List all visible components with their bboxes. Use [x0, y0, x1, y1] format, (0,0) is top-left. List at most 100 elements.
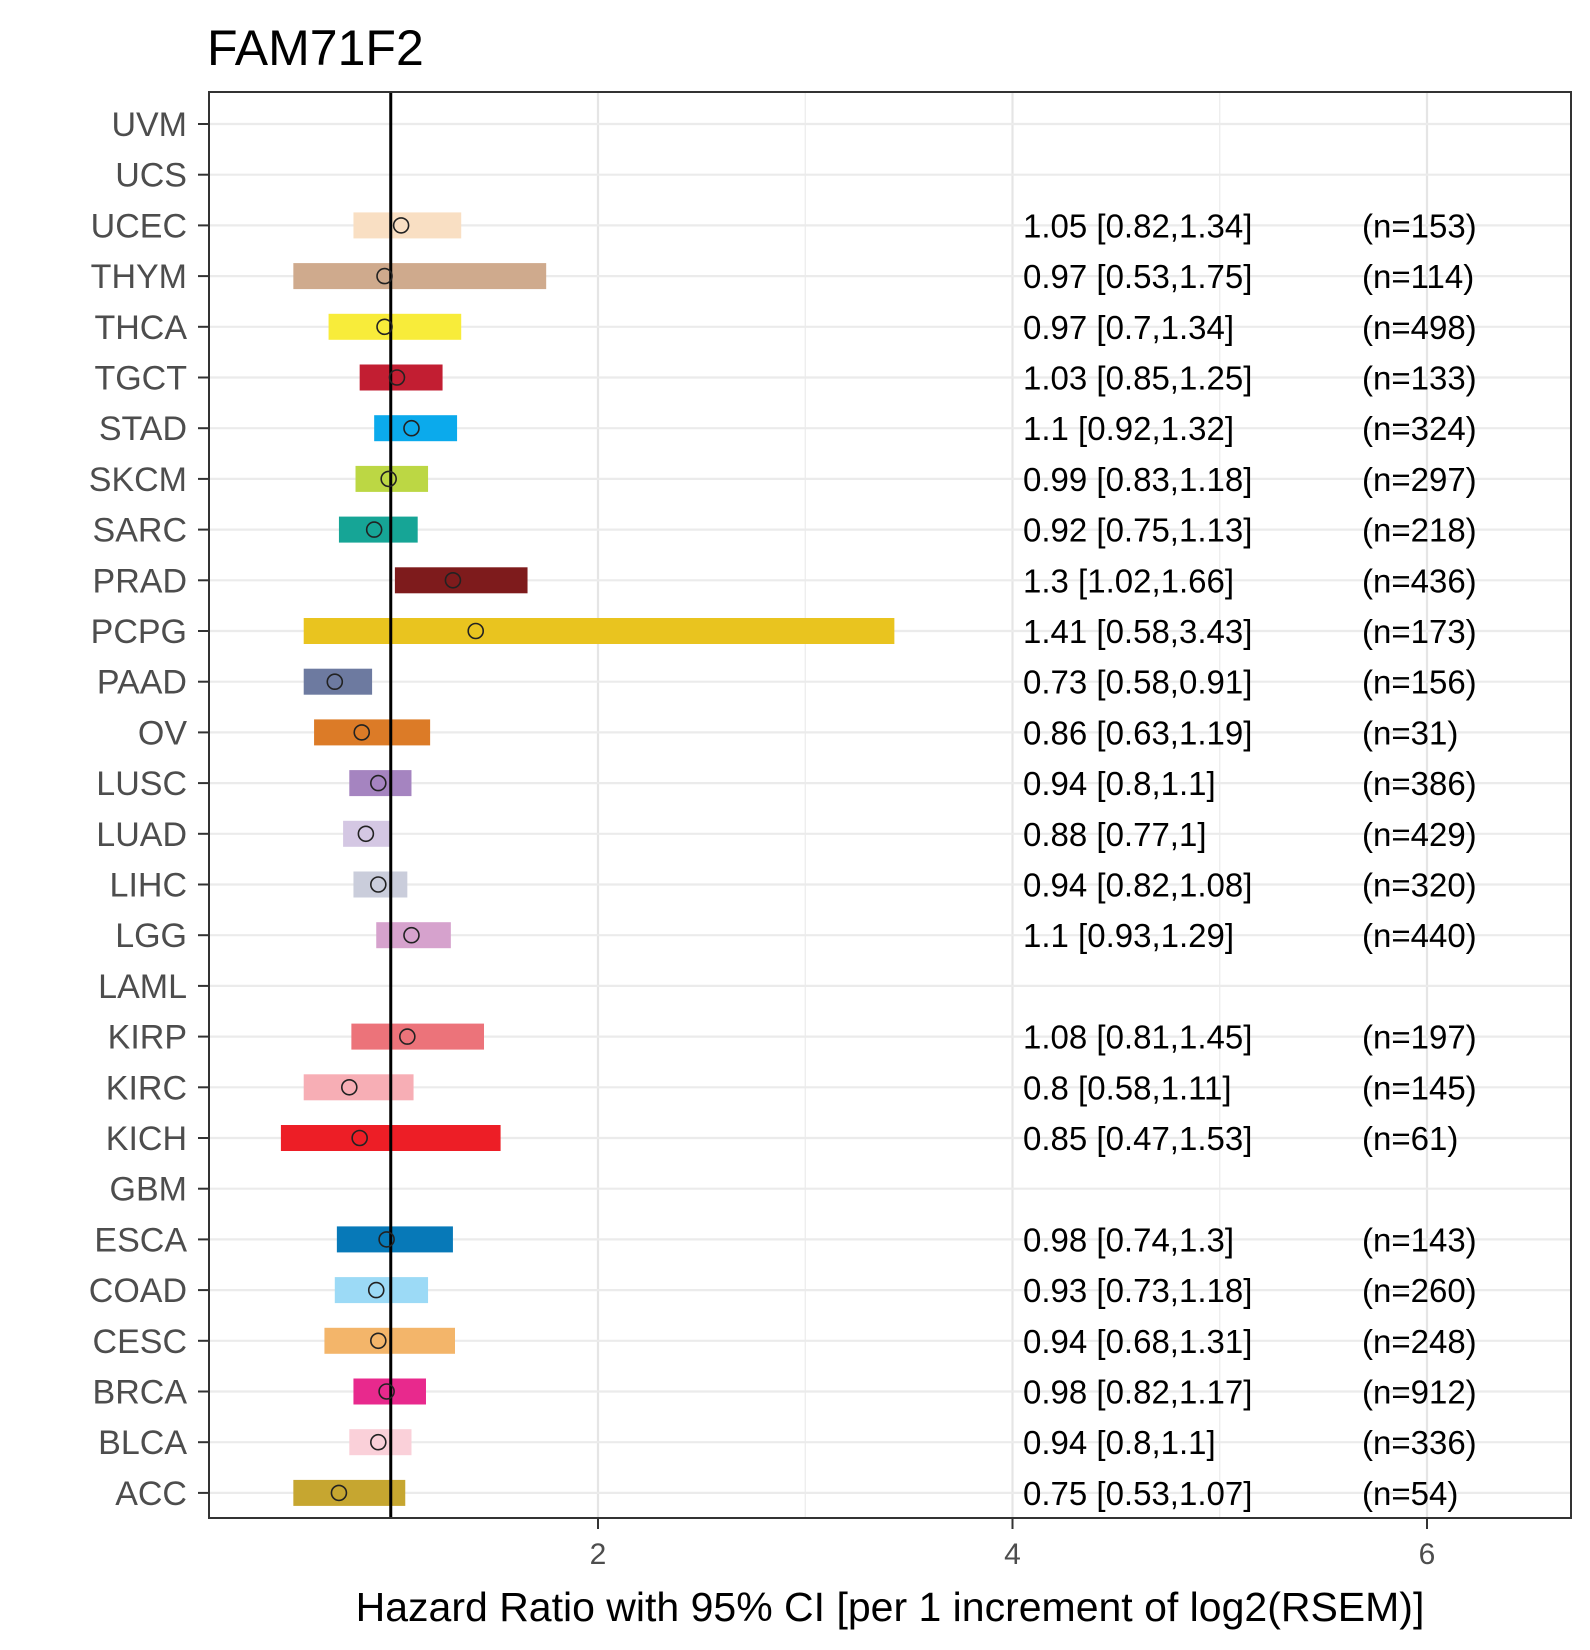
- hr-point-lgg: [403, 926, 420, 944]
- sample-size-label: (n=197): [1362, 1019, 1477, 1056]
- y-tick-label: LGG: [115, 917, 187, 955]
- y-tick-label: SKCM: [89, 461, 187, 499]
- sample-size-label: (n=436): [1362, 562, 1477, 599]
- y-tick-label: SARC: [93, 512, 187, 550]
- y-tick-label: THYM: [91, 258, 187, 296]
- y-tick-label: THCA: [94, 309, 187, 347]
- hr-point-tgct: [388, 369, 406, 386]
- hr-point-coad: [367, 1281, 385, 1299]
- sample-size-label: (n=386): [1362, 765, 1477, 802]
- hr-point-kich: [351, 1129, 368, 1147]
- hr-ci-label: 0.98 [0.74,1.3]: [1023, 1221, 1234, 1258]
- hr-ci-label: 0.85 [0.47,1.53]: [1023, 1120, 1252, 1157]
- sample-size-label: (n=31): [1362, 714, 1458, 751]
- y-tick-label: UCEC: [91, 207, 187, 245]
- sample-size-label: (n=61): [1362, 1120, 1458, 1157]
- y-axis: UVM UCS UCEC THYM THCA TGCT STAD SKCM SARC PRAD PC…: [89, 106, 209, 1513]
- hr-point-lihc: [370, 876, 387, 893]
- y-tick-label: KIRP: [108, 1019, 187, 1057]
- sample-size-label: (n=320): [1362, 867, 1477, 904]
- ci-bar-tgct: [359, 364, 443, 391]
- hr-annotations: 1.05 [0.82,1.34] (n=153) 0.97 [0.53,1.75] (…: [1023, 207, 1477, 1512]
- y-tick-label: PAAD: [97, 664, 187, 702]
- hr-point-ucec: [392, 217, 410, 234]
- hr-ci-label: 0.86 [0.63,1.19]: [1023, 714, 1252, 751]
- hr-point-pcpg: [467, 622, 485, 640]
- sample-size-label: (n=133): [1362, 360, 1477, 397]
- y-tick-label: LUAD: [96, 816, 187, 854]
- hr-point-prad: [444, 571, 462, 589]
- ci-bar-kirc: [303, 1074, 414, 1101]
- hr-ci-label: 0.8 [0.58,1.11]: [1023, 1069, 1232, 1106]
- ci-bar-pcpg: [303, 618, 895, 644]
- x-tick-label: 4: [1004, 1538, 1021, 1571]
- panel-border: [208, 91, 1572, 1519]
- ci-bar-lusc: [349, 770, 412, 797]
- sample-size-label: (n=114): [1362, 258, 1474, 295]
- hr-point-ov: [353, 724, 371, 741]
- hr-ci-label: 0.93 [0.73,1.18]: [1023, 1272, 1252, 1309]
- x-tick-label: 6: [1419, 1538, 1436, 1571]
- hr-ci-label: 0.94 [0.8,1.1]: [1023, 765, 1216, 802]
- hr-ci-label: 1.3 [1.02,1.66]: [1023, 562, 1234, 599]
- hr-point-acc: [330, 1484, 348, 1502]
- hr-point-kirc: [340, 1079, 358, 1096]
- ci-bar-thca: [328, 313, 462, 340]
- y-tick-label: ACC: [115, 1475, 187, 1513]
- sample-size-label: (n=248): [1362, 1323, 1477, 1360]
- hr-point-sarc: [365, 521, 383, 538]
- sample-size-label: (n=336): [1362, 1424, 1477, 1461]
- sample-size-label: (n=143): [1362, 1221, 1477, 1258]
- points-layer: [326, 217, 485, 1502]
- ci-bar-luad: [343, 820, 391, 847]
- ci-bar-acc: [293, 1479, 406, 1506]
- y-tick-label: LUSC: [96, 765, 187, 803]
- hr-point-paad: [326, 673, 344, 691]
- hr-point-thym: [376, 267, 393, 285]
- sample-size-label: (n=324): [1362, 410, 1477, 447]
- y-tick-label: UVM: [111, 106, 187, 144]
- hr-point-thca: [376, 318, 393, 336]
- hr-point-brca: [378, 1383, 395, 1400]
- sample-size-label: (n=153): [1362, 207, 1477, 244]
- y-tick-label: BRCA: [93, 1374, 188, 1412]
- ci-bar-lihc: [353, 871, 408, 898]
- sample-size-label: (n=173): [1362, 613, 1477, 650]
- hr-ci-label: 0.88 [0.77,1]: [1023, 816, 1206, 853]
- hr-ci-label: 0.94 [0.8,1.1]: [1023, 1424, 1216, 1461]
- y-tick-label: LIHC: [110, 867, 187, 905]
- hr-ci-label: 1.1 [0.93,1.29]: [1023, 917, 1234, 954]
- ci-bar-stad: [374, 415, 458, 442]
- y-tick-label: KICH: [106, 1120, 187, 1158]
- y-tick-label: TGCT: [94, 360, 187, 398]
- x-tick-label: 2: [590, 1538, 607, 1571]
- sample-size-label: (n=260): [1362, 1272, 1477, 1309]
- y-tick-label: STAD: [99, 410, 187, 448]
- y-tick-label: COAD: [89, 1272, 187, 1310]
- hr-ci-label: 0.92 [0.75,1.13]: [1023, 512, 1252, 549]
- ci-bar-kirp: [351, 1023, 485, 1050]
- y-tick-label: ESCA: [94, 1221, 187, 1259]
- y-tick-label: PRAD: [93, 562, 187, 600]
- hr-point-esca: [378, 1231, 395, 1248]
- ci-bar-paad: [303, 668, 373, 695]
- hr-ci-label: 0.94 [0.68,1.31]: [1023, 1323, 1252, 1360]
- y-tick-label: LAML: [98, 968, 187, 1006]
- hr-ci-label: 1.05 [0.82,1.34]: [1023, 207, 1252, 244]
- y-tick-label: UCS: [115, 157, 187, 195]
- sample-size-label: (n=912): [1362, 1374, 1477, 1411]
- hr-ci-label: 0.73 [0.58,0.91]: [1023, 664, 1252, 701]
- y-tick-label: KIRC: [106, 1069, 187, 1107]
- hr-ci-label: 1.41 [0.58,3.43]: [1023, 613, 1252, 650]
- sample-size-label: (n=218): [1362, 512, 1477, 549]
- y-tick-label: OV: [138, 714, 187, 752]
- y-tick-label: BLCA: [98, 1424, 187, 1462]
- bars-layer: [280, 212, 895, 1506]
- x-axis: 2 4 6: [590, 1518, 1436, 1571]
- sample-size-label: (n=429): [1362, 816, 1477, 853]
- ci-bar-thym: [293, 263, 547, 290]
- ci-bar-ov: [314, 719, 431, 746]
- chart-title: FAM71F2: [207, 20, 424, 76]
- hr-ci-label: 0.98 [0.82,1.17]: [1023, 1374, 1252, 1411]
